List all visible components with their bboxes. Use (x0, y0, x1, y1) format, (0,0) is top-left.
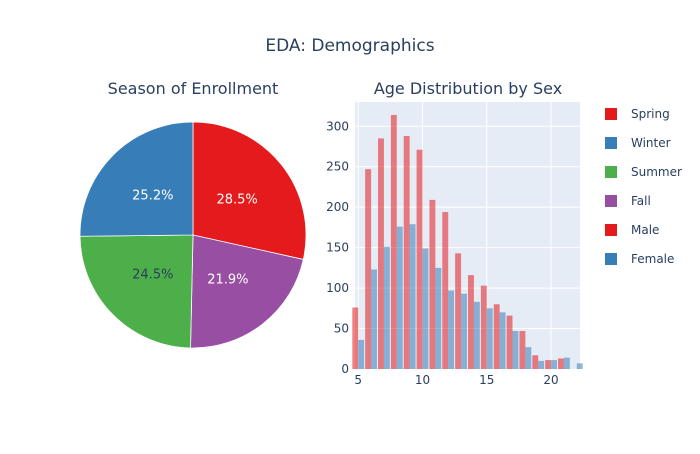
bar-male (352, 307, 359, 369)
legend-swatch (605, 108, 617, 120)
histogram-chart: 0 50 100 150 200 250 300 5 10 15 20 (326, 102, 583, 387)
bar-female (499, 312, 506, 369)
legend-label: Spring (631, 107, 670, 121)
pie-slice-winter (79, 121, 194, 237)
x-tick-label: 10 (415, 373, 430, 387)
legend-item-female[interactable]: Female (605, 252, 674, 266)
bar-male (519, 330, 526, 369)
bar-female (538, 360, 545, 369)
bar-male (506, 315, 513, 369)
bar-female (525, 347, 532, 369)
pie-chart: 28.5% 21.9% 24.5% 25.2% (79, 121, 307, 349)
legend-swatch (605, 137, 617, 149)
bar-male (442, 212, 449, 369)
legend-item-summer[interactable]: Summer (605, 165, 682, 179)
legend-label: Winter (631, 136, 671, 150)
y-tick-label: 250 (326, 160, 349, 174)
bar-female (461, 293, 467, 369)
pie-slice-spring (192, 121, 307, 260)
bar-male (468, 275, 474, 369)
legend-label: Summer (631, 165, 682, 179)
y-tick-label: 100 (326, 281, 349, 295)
bar-female (576, 363, 583, 369)
legend-swatch (605, 166, 617, 178)
y-tick-label: 150 (326, 241, 349, 255)
legend-item-winter[interactable]: Winter (605, 136, 671, 150)
bar-female (551, 360, 557, 369)
legend: Spring Winter Summer Fall Male Female (605, 107, 682, 266)
legend-swatch (605, 195, 617, 207)
x-tick-label: 5 (354, 373, 362, 387)
legend-label: Fall (631, 194, 651, 208)
legend-label: Female (631, 252, 674, 266)
y-tick-label: 50 (334, 322, 349, 336)
bar-male (558, 358, 564, 369)
bar-female (512, 330, 519, 369)
bar-male (545, 360, 552, 369)
x-tick-label: 20 (543, 373, 558, 387)
bar-female (371, 269, 377, 369)
pie-slice-fall (190, 234, 304, 349)
bar-male (378, 138, 384, 369)
pie-slice-label-fall: 21.9% (207, 272, 248, 287)
series-male (352, 114, 564, 369)
pie-slice-label-summer: 24.5% (132, 268, 173, 283)
legend-swatch (605, 253, 617, 265)
bar-male (429, 199, 436, 369)
pie-slice-summer (79, 234, 194, 349)
bar-female (396, 226, 403, 369)
legend-item-male[interactable]: Male (605, 223, 659, 237)
bar-female (435, 267, 442, 369)
legend-item-fall[interactable]: Fall (605, 194, 651, 208)
bar-female (448, 290, 455, 369)
bar-male (416, 149, 423, 369)
bar-female (473, 301, 480, 369)
bar-male (403, 135, 410, 369)
bar-male (493, 304, 500, 369)
pie-slice-label-spring: 28.5% (216, 193, 257, 208)
legend-item-spring[interactable]: Spring (605, 107, 670, 121)
bar-male (390, 114, 397, 369)
bar-female (486, 308, 493, 369)
legend-label: Male (631, 223, 659, 237)
figure-title: EDA: Demographics (265, 36, 434, 56)
bar-female (383, 246, 390, 369)
y-tick-label: 300 (326, 119, 349, 133)
pie-slice-label-winter: 25.2% (132, 188, 173, 203)
bar-female (563, 357, 570, 369)
bar-female (358, 339, 365, 369)
bar-female (409, 224, 416, 369)
series-female (358, 224, 583, 369)
bar-female (422, 248, 429, 369)
bar-male (480, 285, 487, 369)
bar-male (532, 355, 539, 369)
pie-title: Season of Enrollment (108, 79, 279, 98)
bar-male (455, 253, 462, 369)
bar-male (365, 169, 372, 369)
histogram-title: Age Distribution by Sex (374, 79, 562, 98)
x-tick-label: 15 (479, 373, 494, 387)
y-tick-label: 0 (341, 362, 349, 376)
y-tick-label: 200 (326, 200, 349, 214)
legend-swatch (605, 224, 617, 236)
